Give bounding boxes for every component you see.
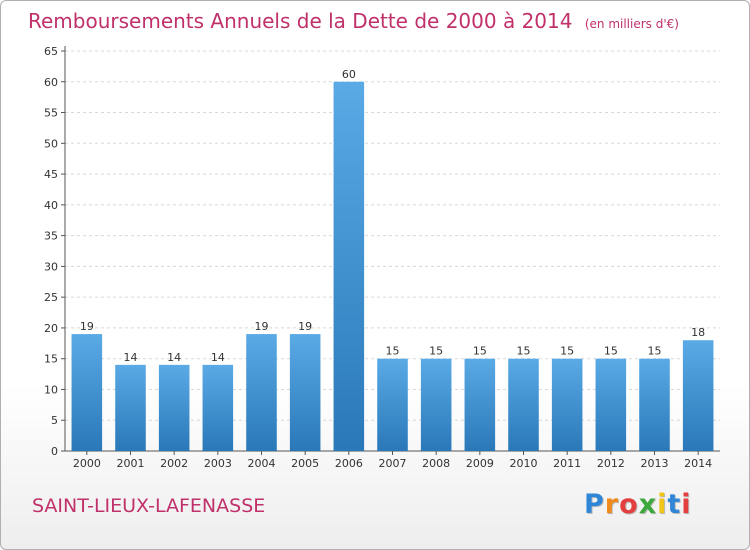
bar xyxy=(420,358,452,451)
data-label: 18 xyxy=(691,326,705,339)
x-tick-label: 2010 xyxy=(510,457,538,470)
y-tick-label: 25 xyxy=(44,291,58,304)
y-tick-label: 0 xyxy=(51,445,58,458)
bar xyxy=(158,364,190,451)
x-tick-label: 2001 xyxy=(117,457,145,470)
y-tick-label: 45 xyxy=(44,168,58,181)
labels: 19 2000 14 2001 14 2002 14 2003 19 2004 19 2005 60 20… xyxy=(73,68,712,470)
x-tick-label: 2009 xyxy=(466,457,494,470)
bar xyxy=(333,81,365,452)
proxiti-logo: Proxiti xyxy=(584,489,692,520)
y-tick-label: 50 xyxy=(44,137,58,150)
y-tick-label: 65 xyxy=(44,45,58,58)
logo-letter: i xyxy=(657,489,668,520)
y-tick-label: 30 xyxy=(44,260,58,273)
logo-letter: o xyxy=(619,489,639,520)
logo-letter: r xyxy=(604,489,620,520)
x-tick-label: 2000 xyxy=(73,457,101,470)
commune-name: SAINT-LIEUX-LAFENASSE xyxy=(32,495,266,517)
x-tick-label: 2012 xyxy=(597,457,625,470)
y-tick-label: 35 xyxy=(44,230,58,243)
data-label: 19 xyxy=(80,320,94,333)
data-label: 15 xyxy=(386,345,400,358)
bar xyxy=(71,334,103,451)
x-tick-label: 2011 xyxy=(553,457,581,470)
data-label: 15 xyxy=(648,345,662,358)
bar xyxy=(246,334,277,451)
y-tick-label: 15 xyxy=(44,353,58,366)
data-label: 14 xyxy=(211,351,225,364)
x-tick-label: 2008 xyxy=(422,457,450,470)
data-label: 15 xyxy=(517,345,531,358)
x-tick-label: 2005 xyxy=(291,457,319,470)
data-label: 15 xyxy=(429,345,443,358)
bars xyxy=(71,81,714,452)
bar xyxy=(202,364,234,451)
bar xyxy=(464,358,496,451)
logo-letter: t xyxy=(667,489,682,520)
bar xyxy=(551,358,583,451)
x-tick-label: 2007 xyxy=(379,457,407,470)
bar xyxy=(595,358,627,451)
data-label: 15 xyxy=(604,345,618,358)
bar xyxy=(115,364,146,451)
data-label: 15 xyxy=(473,345,487,358)
bar xyxy=(639,358,670,451)
chart-title-text: Remboursements Annuels de la Dette de 20… xyxy=(28,9,573,33)
y-tick-label: 40 xyxy=(44,199,58,212)
x-tick-label: 2006 xyxy=(335,457,363,470)
bar xyxy=(682,340,714,451)
data-label: 19 xyxy=(255,320,269,333)
data-label: 19 xyxy=(298,320,312,333)
y-tick-label: 55 xyxy=(44,107,58,120)
chart-title: Remboursements Annuels de la Dette de 20… xyxy=(28,9,679,33)
bar xyxy=(377,358,408,451)
bar xyxy=(289,334,321,451)
logo-letter: x xyxy=(638,489,658,520)
data-label: 14 xyxy=(124,351,138,364)
logo-letter: P xyxy=(584,489,605,520)
data-label: 15 xyxy=(560,345,574,358)
data-label: 60 xyxy=(342,68,356,81)
data-label: 14 xyxy=(167,351,181,364)
x-tick-label: 2013 xyxy=(641,457,669,470)
x-tick-label: 2004 xyxy=(248,457,276,470)
y-tick-label: 20 xyxy=(44,322,58,335)
y-tick-label: 5 xyxy=(51,414,58,427)
y-tick-label: 60 xyxy=(44,76,58,89)
x-tick-label: 2002 xyxy=(160,457,188,470)
y-tick-label: 10 xyxy=(44,383,58,396)
bar xyxy=(508,358,539,451)
chart-subtitle: (en milliers d'€) xyxy=(584,17,679,31)
x-tick-label: 2014 xyxy=(684,457,712,470)
logo-letter: i xyxy=(681,489,692,520)
x-tick-label: 2003 xyxy=(204,457,232,470)
